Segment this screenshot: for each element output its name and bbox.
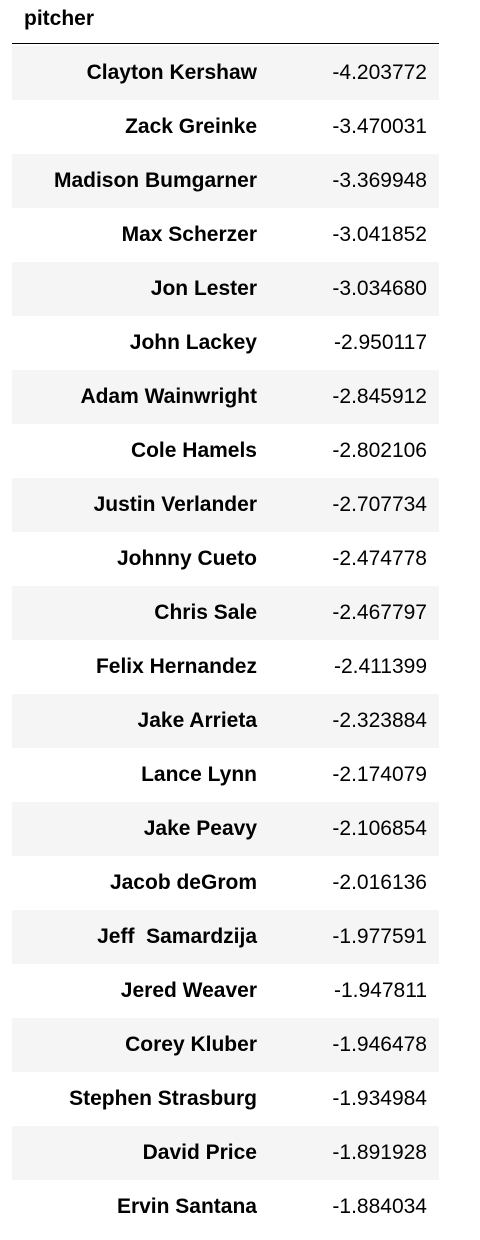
pitcher-name: Clayton Kershaw <box>87 46 257 100</box>
pitcher-value: -3.034680 <box>332 262 427 316</box>
table-row: Corey Kluber -1.946478 <box>12 1018 439 1072</box>
table-row: Jered Weaver -1.947811 <box>12 964 439 1018</box>
table-row: Lance Lynn -2.174079 <box>12 748 439 802</box>
pitcher-name: David Price <box>143 1126 257 1180</box>
pitcher-name: Stephen Strasburg <box>69 1072 257 1126</box>
table-row: Jacob deGrom -2.016136 <box>12 856 439 910</box>
dataframe-table: Clayton Kershaw -4.203772 Zack Greinke -3.4… <box>12 46 439 1234</box>
pitcher-name: Jake Peavy <box>144 802 257 856</box>
table-row: Stephen Strasburg -1.934984 <box>12 1072 439 1126</box>
pitcher-name: Jake Arrieta <box>138 694 257 748</box>
pitcher-value: -2.174079 <box>332 748 427 802</box>
pitcher-value: -1.884034 <box>332 1180 427 1234</box>
pitcher-name: Adam Wainwright <box>80 370 257 424</box>
pitcher-value: -2.467797 <box>332 586 427 640</box>
pitcher-name: Max Scherzer <box>122 208 257 262</box>
table-row: David Price -1.891928 <box>12 1126 439 1180</box>
pitcher-name: John Lackey <box>130 316 257 370</box>
table-row: Felix Hernandez -2.411399 <box>12 640 439 694</box>
pitcher-value: -2.411399 <box>334 640 427 694</box>
table-row: Jon Lester -3.034680 <box>12 262 439 316</box>
pitcher-value: -2.950117 <box>334 316 427 370</box>
pitcher-name: Corey Kluber <box>125 1018 257 1072</box>
pitcher-name: Jon Lester <box>151 262 257 316</box>
table-row: Madison Bumgarner -3.369948 <box>12 154 439 208</box>
table-row: Jeff Samardzija -1.977591 <box>12 910 439 964</box>
pitcher-value: -1.934984 <box>332 1072 427 1126</box>
pitcher-name: Madison Bumgarner <box>54 154 257 208</box>
table-row: Clayton Kershaw -4.203772 <box>12 46 439 100</box>
table-row: Jake Peavy -2.106854 <box>12 802 439 856</box>
table-row: Zack Greinke -3.470031 <box>12 100 439 154</box>
pitcher-value: -1.946478 <box>332 1018 427 1072</box>
pitcher-value: -2.016136 <box>332 856 427 910</box>
table-row: Jake Arrieta -2.323884 <box>12 694 439 748</box>
table-row: Adam Wainwright -2.845912 <box>12 370 439 424</box>
pitcher-name: Felix Hernandez <box>96 640 257 694</box>
table-row: Chris Sale -2.467797 <box>12 586 439 640</box>
table-row: Max Scherzer -3.041852 <box>12 208 439 262</box>
pitcher-value: -4.203772 <box>332 46 427 100</box>
index-header: pitcher <box>24 4 94 34</box>
pitcher-value: -1.977591 <box>332 910 427 964</box>
pitcher-name: Lance Lynn <box>141 748 257 802</box>
table-row: Justin Verlander -2.707734 <box>12 478 439 532</box>
header-divider <box>12 43 439 44</box>
pitcher-name: Jeff Samardzija <box>97 910 257 964</box>
pitcher-name: Johnny Cueto <box>117 532 257 586</box>
pitcher-value: -2.106854 <box>332 802 427 856</box>
pitcher-value: -3.369948 <box>332 154 427 208</box>
pitcher-name: Jered Weaver <box>121 964 257 1018</box>
table-row: John Lackey -2.950117 <box>12 316 439 370</box>
table-row: Ervin Santana -1.884034 <box>12 1180 439 1234</box>
pitcher-value: -3.470031 <box>332 100 427 154</box>
pitcher-value: -3.041852 <box>332 208 427 262</box>
pitcher-value: -1.891928 <box>332 1126 427 1180</box>
table-row: Johnny Cueto -2.474778 <box>12 532 439 586</box>
pitcher-name: Justin Verlander <box>94 478 257 532</box>
pitcher-value: -2.474778 <box>332 532 427 586</box>
pitcher-name: Chris Sale <box>154 586 257 640</box>
pitcher-value: -2.802106 <box>332 424 427 478</box>
pitcher-name: Jacob deGrom <box>110 856 257 910</box>
pitcher-value: -2.845912 <box>332 370 427 424</box>
table-row: Cole Hamels -2.802106 <box>12 424 439 478</box>
pitcher-value: -1.947811 <box>334 964 427 1018</box>
pitcher-name: Zack Greinke <box>125 100 257 154</box>
pitcher-value: -2.323884 <box>332 694 427 748</box>
pitcher-value: -2.707734 <box>332 478 427 532</box>
pitcher-name: Cole Hamels <box>131 424 257 478</box>
pitcher-name: Ervin Santana <box>117 1180 257 1234</box>
